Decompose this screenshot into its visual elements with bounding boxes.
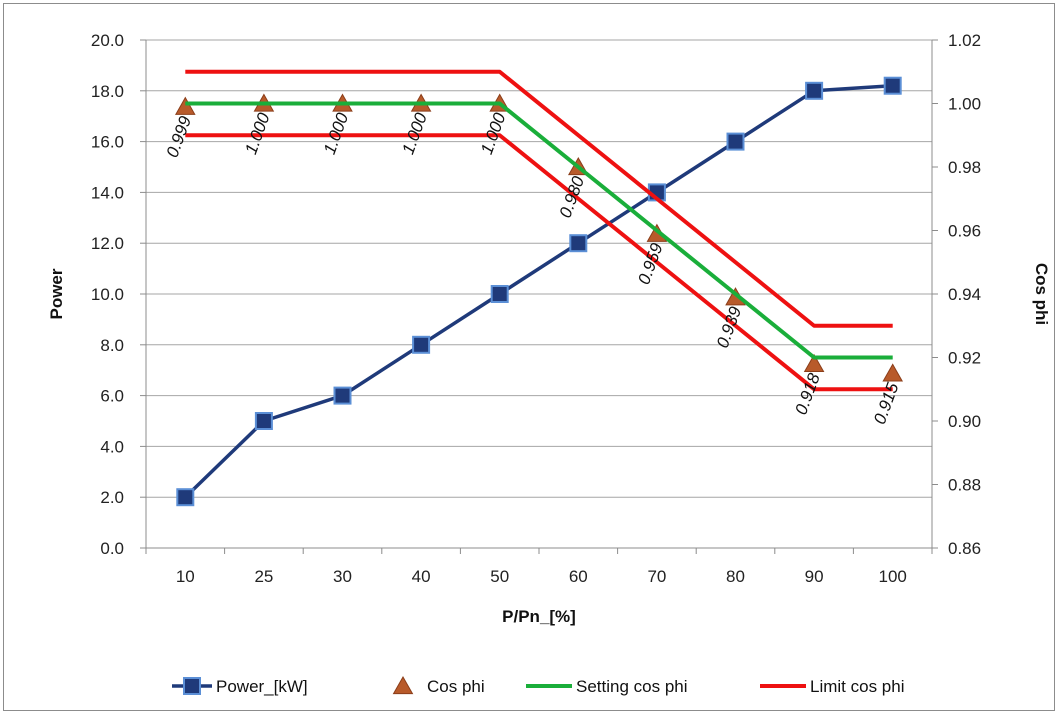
y-tick-label: 16.0	[91, 133, 124, 152]
y2-tick-label: 1.02	[948, 31, 981, 50]
y2-axis-title: Cos phi	[1032, 263, 1051, 325]
series-line-limit-lower	[185, 133, 893, 392]
y-tick-label: 14.0	[91, 183, 124, 202]
series-line-power-kw-	[184, 83, 893, 499]
power-point-marker	[490, 285, 509, 303]
y2-tick-label: 0.94	[948, 285, 981, 304]
legend-square-marker	[183, 677, 201, 695]
y2-tick-label: 0.96	[948, 222, 981, 241]
y-tick-label: 20.0	[91, 31, 124, 50]
y-tick-label: 4.0	[100, 437, 124, 456]
axes: 0.0 2.0 4.0 6.0 8.0 10.0 12.0 14.0 16.0 18.0 20.0 0…	[91, 31, 981, 586]
y-tick-label: 8.0	[100, 336, 124, 355]
plot-area	[174, 69, 904, 507]
power-point-marker	[176, 488, 195, 507]
x-tick-label: 70	[647, 567, 666, 586]
legend-triangle-marker	[392, 675, 414, 695]
y2-tick-label: 0.86	[948, 539, 981, 558]
legend-label: Cos phi	[427, 677, 485, 696]
data-labels: 0.999 1.000 1.000 1.000 1.0000.9800.9590.939…	[163, 110, 903, 427]
legend-label: Limit cos phi	[810, 677, 904, 696]
cos-phi-data-label: 0.980	[556, 173, 589, 220]
legend-label: Setting cos phi	[576, 677, 688, 696]
cos-phi-point-marker	[803, 353, 825, 372]
y2-tick-label: 0.88	[948, 476, 981, 495]
x-tick-label: 25	[254, 567, 273, 586]
x-axis-title: P/Pn_[%]	[502, 607, 576, 626]
x-tick-label: 40	[412, 567, 431, 586]
y-tick-label: 10.0	[91, 285, 124, 304]
y-tick-label: 0.0	[100, 539, 124, 558]
legend-label: Power_[kW]	[216, 677, 308, 696]
power-point-marker	[412, 335, 431, 354]
x-tick-label: 60	[569, 567, 588, 586]
x-tick-label: 100	[879, 567, 907, 586]
legend: Power_[kW] Cos phi Setting cos phi Limit co…	[172, 675, 904, 696]
series-line-limit-cos-phi	[185, 69, 893, 328]
cos-phi-point-marker	[882, 363, 904, 382]
y-tick-label: 2.0	[100, 488, 124, 507]
cos-phi-point-marker	[174, 96, 196, 115]
power-point-marker	[883, 76, 902, 95]
power-point-marker	[569, 234, 588, 253]
series-line-setting-cos-phi	[185, 101, 893, 360]
y2-tick-label: 0.92	[948, 349, 981, 368]
x-tick-label: 80	[726, 567, 745, 586]
y-tick-label: 12.0	[91, 234, 124, 253]
y-tick-label: 6.0	[100, 387, 124, 406]
x-tick-label: 90	[805, 567, 824, 586]
x-tick-label: 10	[176, 567, 195, 586]
x-tick-label: 30	[333, 567, 352, 586]
y2-tick-label: 0.98	[948, 158, 981, 177]
y-axis-title: Power	[47, 268, 66, 319]
gridlines	[146, 39, 932, 498]
power-point-marker	[726, 132, 745, 151]
x-tick-label: 50	[490, 567, 509, 586]
y2-tick-label: 1.00	[948, 95, 981, 114]
power-point-marker	[254, 412, 273, 430]
cos-phi-data-label: 0.915	[870, 380, 903, 427]
power-point-marker	[333, 386, 352, 405]
y2-tick-label: 0.90	[948, 412, 981, 431]
power-point-marker	[805, 81, 824, 100]
y-tick-label: 18.0	[91, 82, 124, 101]
